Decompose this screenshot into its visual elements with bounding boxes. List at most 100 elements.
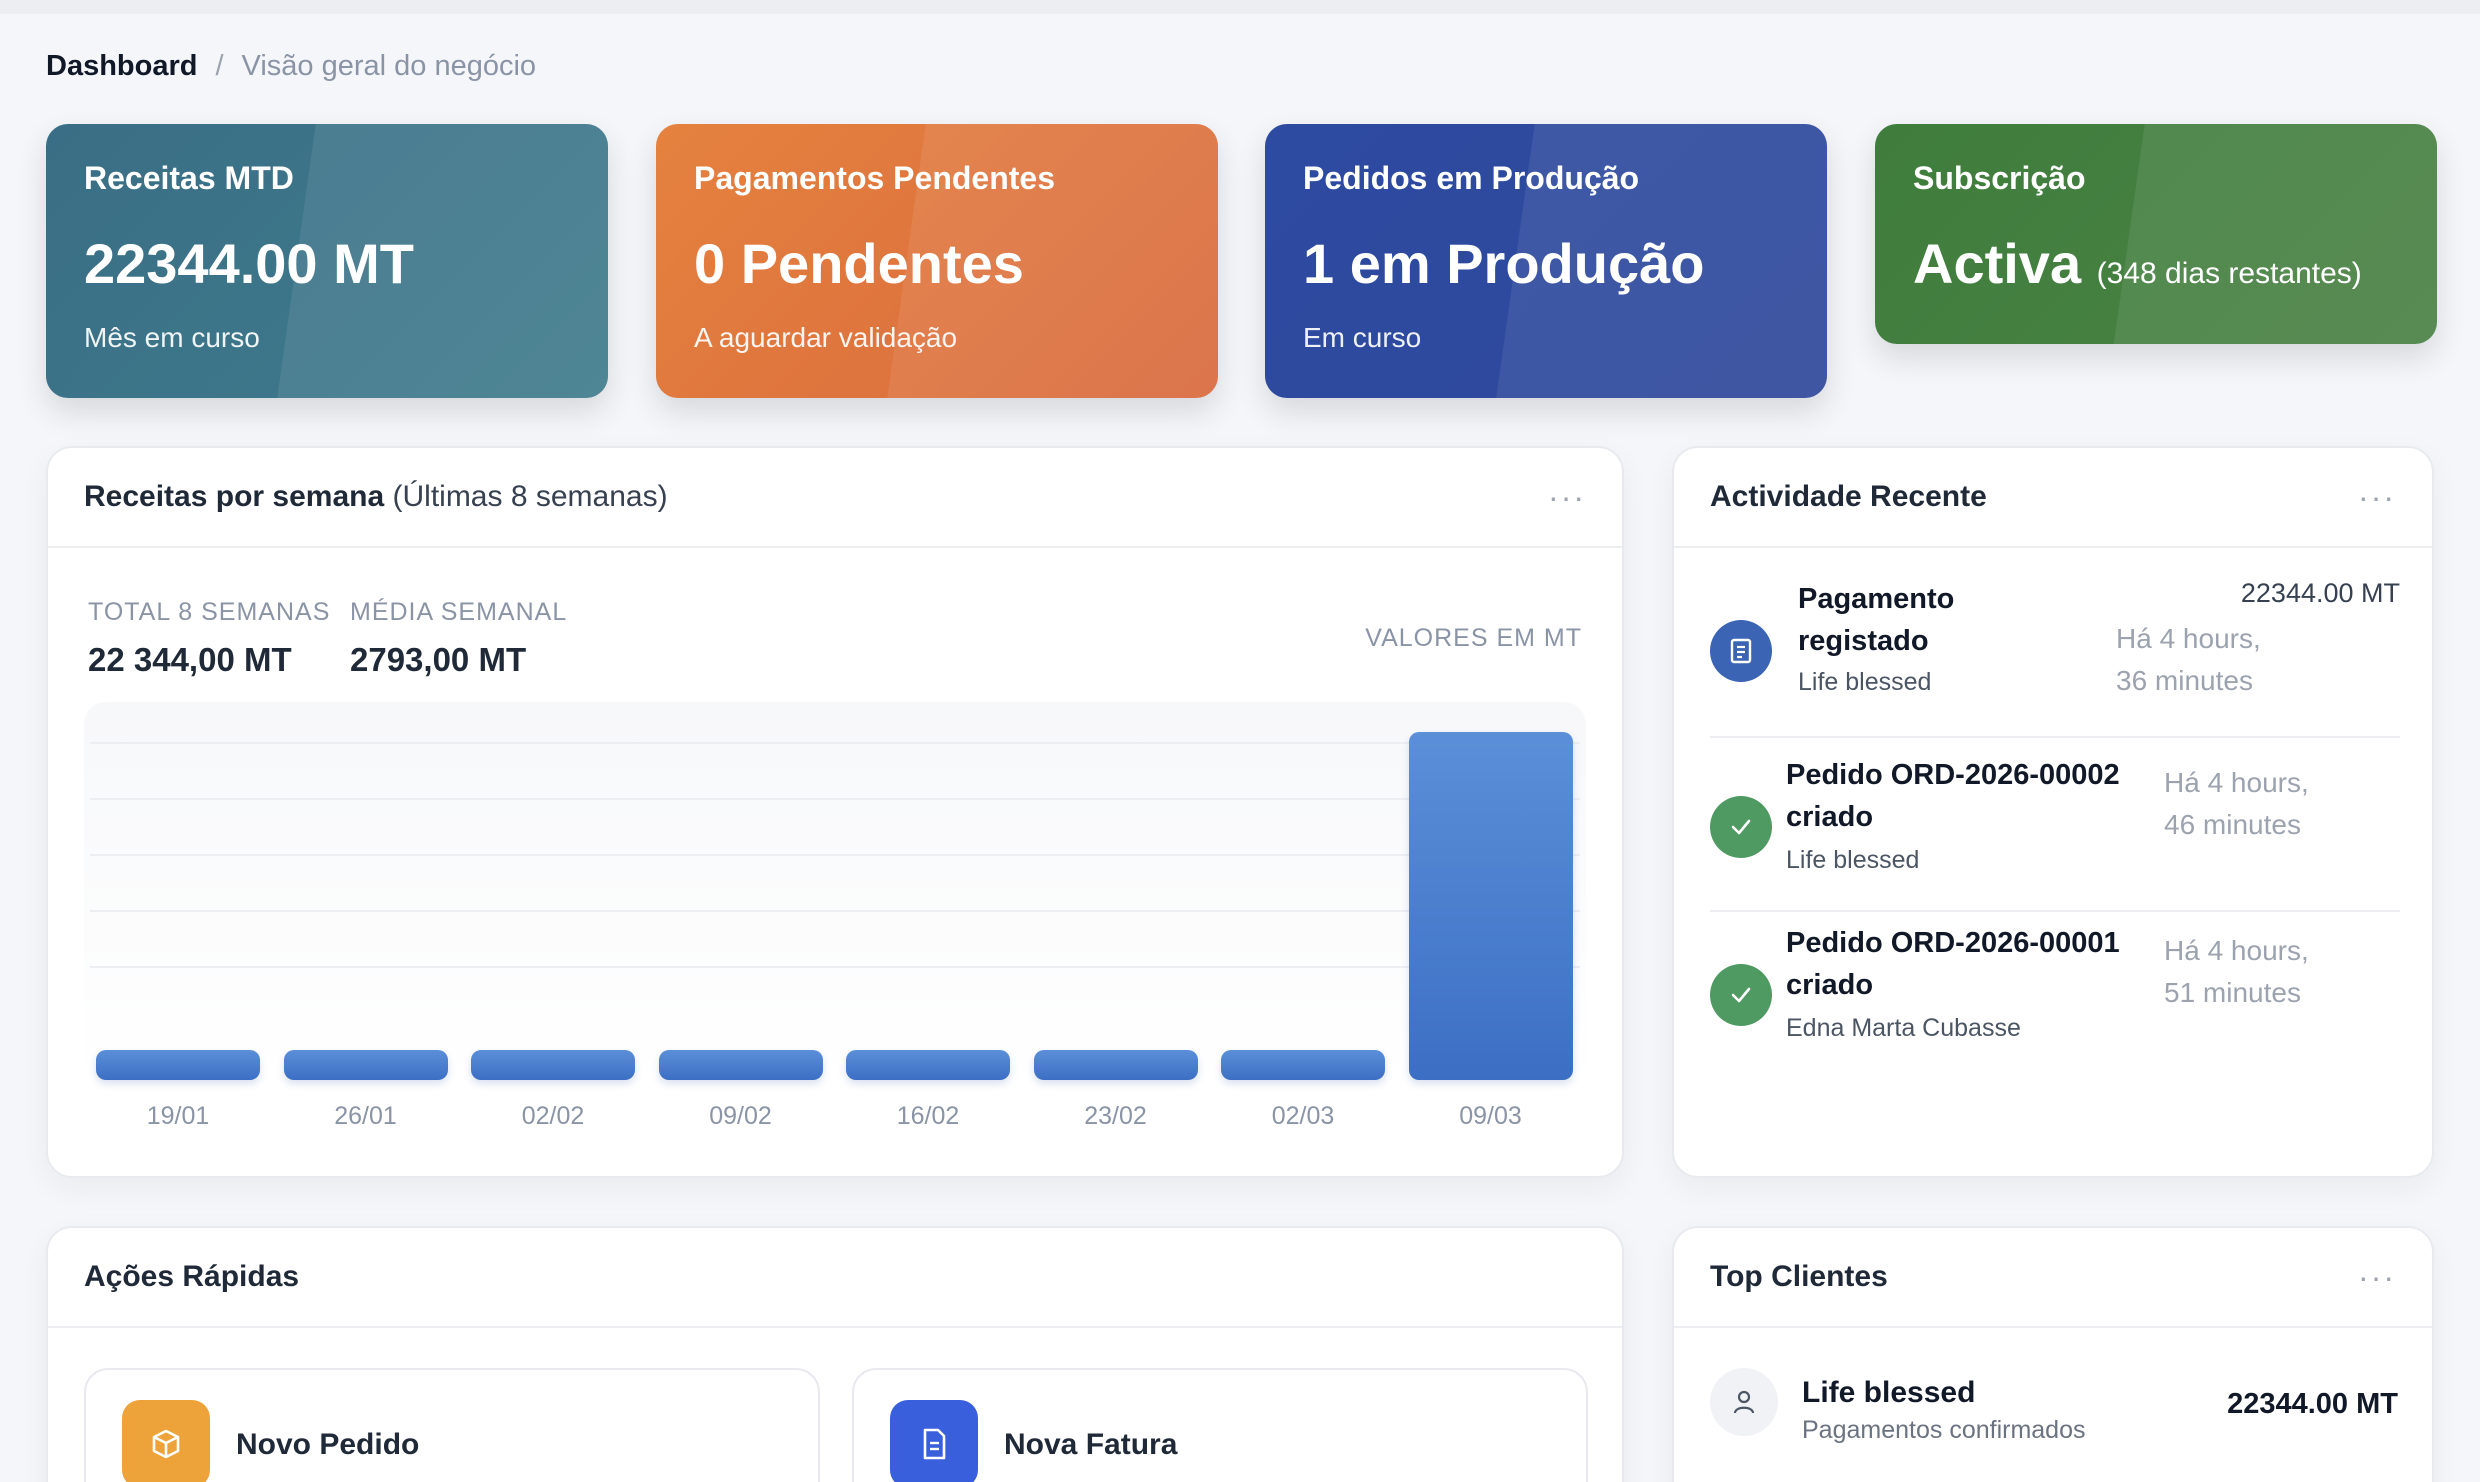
quick-action-label: Novo Pedido — [236, 1428, 420, 1461]
panel-title: Actividade Recente — [1710, 480, 1987, 513]
kpi-value: Activa (348 dias restantes) — [1913, 231, 2399, 296]
kpi-title: Pedidos em Produção — [1303, 160, 1640, 196]
x-tick-label: 09/03 — [1459, 1102, 1522, 1130]
gridline — [90, 966, 1580, 968]
units-label: VALORES EM MT — [1365, 624, 1582, 652]
kpi-card-revenue[interactable]: Receitas MTD 22344.00 MT Mês em curso — [46, 124, 608, 398]
activity-subtitle: Life blessed — [1798, 668, 1932, 696]
activity-item[interactable]: Pedido ORD-2026-00001 criado Edna Marta C… — [1710, 922, 2400, 1082]
recent-activity-panel: Actividade Recente ··· Pagamento registad… — [1672, 446, 2434, 1178]
activity-time-line: Há 4 hours, — [2116, 623, 2261, 654]
bar-chart: 19/01 26/01 02/02 09/02 16/02 23/02 02/03 09/03 — [84, 702, 1586, 1146]
new-order-button[interactable]: Novo Pedido — [84, 1368, 820, 1482]
kpi-card-orders-in-production[interactable]: Pedidos em Produção 1 em Produção Em cur… — [1265, 124, 1827, 398]
chart-bar[interactable] — [846, 1050, 1010, 1080]
stat-label: TOTAL 8 SEMANAS — [88, 598, 331, 626]
chart-background — [84, 702, 1586, 1088]
panel-header: Top Clientes ··· — [1674, 1228, 2432, 1328]
panel-title: Ações Rápidas — [84, 1260, 300, 1293]
breadcrumb-root[interactable]: Dashboard — [46, 50, 198, 82]
activity-title: Pedido ORD-2026-00001 criado — [1786, 922, 2120, 1006]
breadcrumb-current: Visão geral do negócio — [241, 50, 537, 82]
activity-title-line: criado — [1786, 969, 1874, 1001]
activity-item[interactable]: Pedido ORD-2026-00002 criado Life blessed… — [1710, 754, 2400, 912]
activity-title: Pagamento registado — [1798, 578, 1954, 662]
document-icon — [890, 1400, 978, 1482]
kpi-value: 22344.00 MT — [84, 232, 414, 295]
activity-subtitle: Edna Marta Cubasse — [1786, 1014, 2021, 1042]
activity-title-line: Pedido ORD-2026-00002 — [1786, 759, 2120, 791]
kpi-subtitle: Em curso — [1303, 322, 1422, 353]
more-horizontal-icon[interactable]: ··· — [2358, 1259, 2396, 1295]
chart-bar[interactable] — [1221, 1050, 1385, 1080]
kpi-value: 0 Pendentes — [694, 232, 1024, 295]
kpi-value-main: Activa — [1913, 232, 2082, 295]
gridline — [90, 798, 1580, 800]
revenue-panel: Receitas por semana (Últimas 8 semanas) … — [46, 446, 1624, 1178]
chart-bar[interactable] — [283, 1050, 448, 1080]
x-tick-label: 23/02 — [1084, 1102, 1147, 1130]
client-amount: 22344.00 MT — [2227, 1388, 2398, 1420]
panel-title: Top Clientes — [1710, 1260, 1888, 1293]
activity-time: Há 4 hours, 36 minutes — [2116, 618, 2261, 702]
package-icon — [122, 1400, 210, 1482]
breadcrumb-separator: / — [215, 50, 224, 82]
x-tick-label: 09/02 — [709, 1102, 772, 1130]
activity-subtitle: Life blessed — [1786, 846, 1920, 874]
x-tick-label: 26/01 — [334, 1102, 397, 1130]
quick-actions-panel: Ações Rápidas Novo Pedido Nova Fatura — [46, 1226, 1624, 1482]
x-tick-label: 02/03 — [1271, 1102, 1335, 1130]
kpi-title: Pagamentos Pendentes — [694, 160, 1055, 196]
stat-value: 2793,00 MT — [350, 641, 527, 678]
chart-bar[interactable] — [1033, 1050, 1198, 1080]
activity-title-line: registado — [1798, 625, 1929, 657]
activity-time-line: 51 minutes — [2164, 977, 2301, 1008]
more-horizontal-icon[interactable]: ··· — [1548, 479, 1586, 515]
client-subtitle: Pagamentos confirmados — [1802, 1416, 2086, 1444]
activity-title-line: criado — [1786, 801, 1874, 833]
kpi-subtitle: A aguardar validação — [694, 322, 958, 353]
activity-title: Pedido ORD-2026-00002 criado — [1786, 754, 2120, 838]
user-icon — [1710, 1368, 1778, 1436]
x-tick-label: 16/02 — [896, 1102, 960, 1130]
quick-action-label: Nova Fatura — [1004, 1428, 1178, 1461]
activity-time-line: 36 minutes — [2116, 665, 2253, 696]
activity-amount: 22344.00 MT — [2240, 578, 2400, 608]
activity-time-line: 46 minutes — [2164, 809, 2301, 840]
panel-title-note: (Últimas 8 semanas) — [392, 480, 668, 513]
kpi-subtitle: Mês em curso — [84, 322, 260, 353]
chart-bar[interactable] — [658, 1050, 823, 1080]
activity-time: Há 4 hours, 51 minutes — [2164, 930, 2309, 1014]
kpi-card-subscription[interactable]: Subscrição Activa (348 dias restantes) — [1875, 124, 2437, 344]
kpi-title: Subscrição — [1913, 160, 2086, 196]
activity-item[interactable]: Pagamento registado Life blessed 22344.00… — [1710, 578, 2400, 738]
stat-value: 22 344,00 MT — [88, 641, 292, 678]
activity-time-line: Há 4 hours, — [2164, 767, 2309, 798]
panel-header: Actividade Recente ··· — [1674, 448, 2432, 548]
kpi-value-note: (348 dias restantes) — [2096, 257, 2362, 290]
kpi-card-pending-payments[interactable]: Pagamentos Pendentes 0 Pendentes A aguar… — [656, 124, 1218, 398]
activity-title-line: Pagamento — [1798, 583, 1955, 615]
panel-title-main: Receitas por semana — [84, 480, 385, 513]
gridline — [90, 854, 1580, 856]
x-tick-label: 19/01 — [146, 1102, 210, 1130]
activity-time-line: Há 4 hours, — [2164, 935, 2309, 966]
receipt-icon — [1710, 620, 1772, 682]
chart-bar[interactable] — [471, 1050, 635, 1080]
kpi-title: Receitas MTD — [84, 160, 294, 196]
panel-header: Receitas por semana (Últimas 8 semanas) … — [48, 448, 1622, 548]
more-horizontal-icon[interactable]: ··· — [2358, 479, 2396, 515]
kpi-value: 1 em Produção — [1303, 232, 1705, 295]
chart-bar[interactable] — [96, 1050, 260, 1080]
client-name[interactable]: Life blessed — [1802, 1376, 1976, 1409]
panel-header: Ações Rápidas — [48, 1228, 1622, 1328]
breadcrumb: Dashboard / Visão geral do negócio — [46, 50, 536, 83]
chart-bar[interactable] — [1408, 732, 1573, 1080]
top-band — [0, 0, 2480, 14]
activity-time: Há 4 hours, 46 minutes — [2164, 762, 2309, 846]
check-icon — [1710, 796, 1772, 858]
top-clients-panel: Top Clientes ··· Life blessed Pagamentos… — [1672, 1226, 2434, 1482]
new-invoice-button[interactable]: Nova Fatura — [852, 1368, 1588, 1482]
stat-label: MÉDIA SEMANAL — [350, 598, 568, 626]
check-icon — [1710, 964, 1772, 1026]
